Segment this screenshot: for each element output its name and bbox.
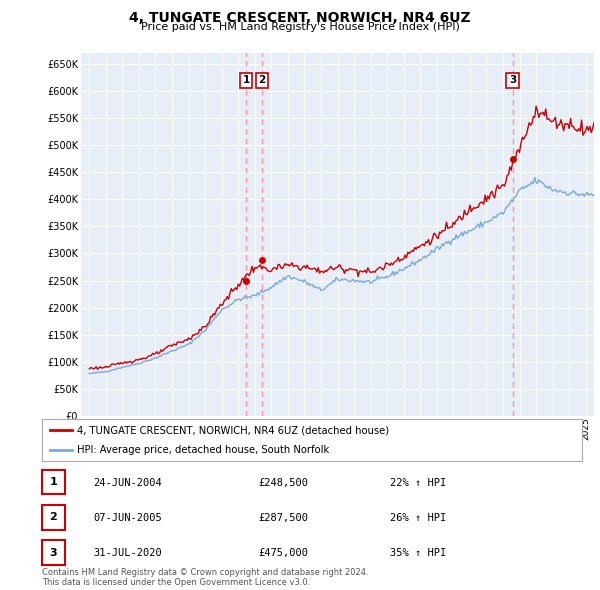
Text: 35% ↑ HPI: 35% ↑ HPI bbox=[390, 549, 446, 558]
Text: 4, TUNGATE CRESCENT, NORWICH, NR4 6UZ: 4, TUNGATE CRESCENT, NORWICH, NR4 6UZ bbox=[129, 11, 471, 25]
Text: 24-JUN-2004: 24-JUN-2004 bbox=[93, 478, 162, 487]
Text: 07-JUN-2005: 07-JUN-2005 bbox=[93, 513, 162, 523]
Text: 22% ↑ HPI: 22% ↑ HPI bbox=[390, 478, 446, 487]
Text: HPI: Average price, detached house, South Norfolk: HPI: Average price, detached house, Sout… bbox=[77, 445, 329, 455]
Text: 2: 2 bbox=[50, 513, 57, 522]
Text: £248,500: £248,500 bbox=[258, 478, 308, 487]
Text: Price paid vs. HM Land Registry's House Price Index (HPI): Price paid vs. HM Land Registry's House … bbox=[140, 22, 460, 32]
Text: 2: 2 bbox=[259, 75, 266, 85]
Text: 3: 3 bbox=[509, 75, 516, 85]
Text: 31-JUL-2020: 31-JUL-2020 bbox=[93, 549, 162, 558]
Text: 4, TUNGATE CRESCENT, NORWICH, NR4 6UZ (detached house): 4, TUNGATE CRESCENT, NORWICH, NR4 6UZ (d… bbox=[77, 425, 389, 435]
Text: 1: 1 bbox=[50, 477, 57, 487]
Text: 3: 3 bbox=[50, 548, 57, 558]
Text: 26% ↑ HPI: 26% ↑ HPI bbox=[390, 513, 446, 523]
Text: Contains HM Land Registry data © Crown copyright and database right 2024.
This d: Contains HM Land Registry data © Crown c… bbox=[42, 568, 368, 587]
Text: £287,500: £287,500 bbox=[258, 513, 308, 523]
Text: 1: 1 bbox=[242, 75, 250, 85]
Text: £475,000: £475,000 bbox=[258, 549, 308, 558]
